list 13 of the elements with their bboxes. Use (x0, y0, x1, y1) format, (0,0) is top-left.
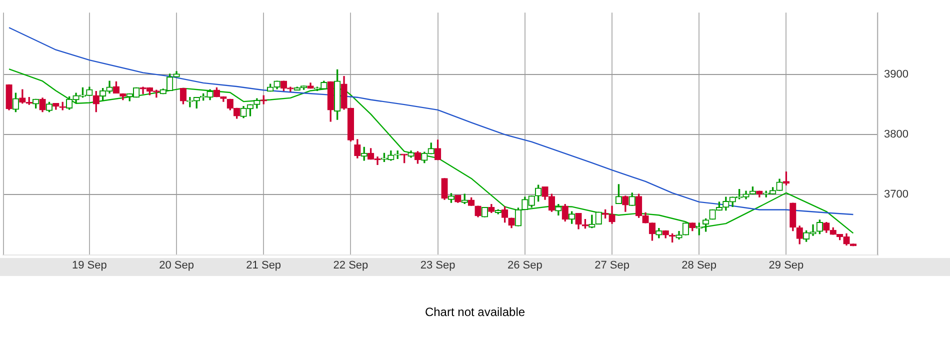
x-tick-label: 26 Sep (507, 259, 542, 272)
text: Chart not available (424, 305, 526, 319)
x-tick-label: 20 Sep (159, 259, 194, 272)
x-tick-label: 29 Sep (768, 259, 804, 272)
x-tick-label: 28 Sep (682, 259, 717, 272)
x-tick-label: 22 Sep (333, 259, 368, 272)
x-tick-label: 19 Sep (72, 259, 107, 272)
x-tick-label: 21 Sep (246, 259, 282, 272)
y-tick-label: 3700 (884, 188, 908, 201)
x-tick-label: 23 Sep (420, 259, 456, 272)
x-tick-label: 27 Sep (594, 259, 630, 272)
y-tick-label: 3800 (884, 128, 908, 141)
y-tick-label: 3900 (884, 68, 908, 81)
